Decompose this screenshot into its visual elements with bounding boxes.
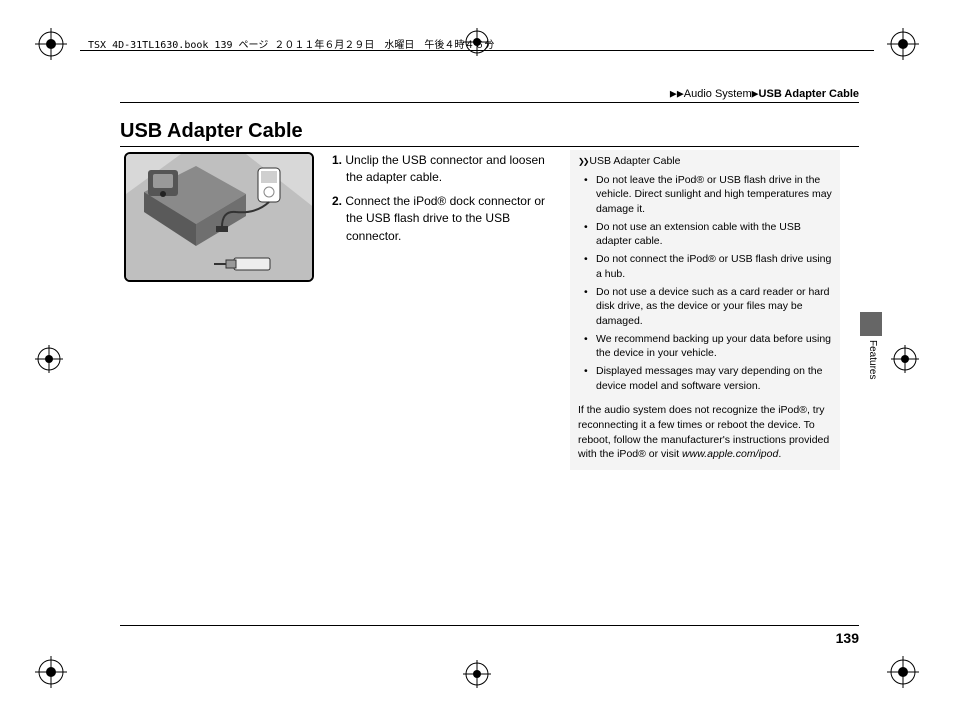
step-number: 1. — [332, 153, 342, 167]
header-metadata-text: TSX 4D-31TL1630.book 139 ページ ２０１１年６月２９日 … — [88, 36, 494, 51]
sidebar-paragraph: If the audio system does not recognize t… — [578, 403, 832, 462]
sidebar-bullet: Do not leave the iPod® or USB flash driv… — [588, 173, 832, 217]
step-item: 2. Connect the iPod® dock connector or t… — [332, 193, 552, 245]
sidebar-bullet: Do not connect the iPod® or USB flash dr… — [588, 252, 832, 281]
sidebar-bullet: Displayed messages may vary depending on… — [588, 364, 832, 393]
step-item: 1. Unclip the USB connector and loosen t… — [332, 152, 552, 187]
breadcrumb-section: Audio System — [684, 88, 752, 100]
notes-sidebar: ❯❯USB Adapter Cable Do not leave the iPo… — [570, 150, 840, 470]
sidebar-para-link: www.apple.com/ipod — [682, 448, 778, 460]
sidebar-bullet-list: Do not leave the iPod® or USB flash driv… — [578, 173, 832, 394]
double-chevron-icon: ❯❯ — [578, 157, 587, 166]
breadcrumb-current: USB Adapter Cable — [759, 88, 859, 100]
breadcrumb: ▶▶Audio System▶USB Adapter Cable — [670, 88, 859, 100]
breadcrumb-rule — [120, 102, 859, 103]
sidebar-bullet: Do not use an extension cable with the U… — [588, 220, 832, 249]
section-tab — [860, 312, 882, 336]
section-title: USB Adapter Cable — [120, 120, 303, 143]
step-text: Connect the iPod® dock connector or the … — [345, 194, 545, 243]
crop-mark-bottom-right — [887, 656, 919, 688]
footer-rule — [120, 625, 859, 626]
sidebar-para-text: . — [778, 448, 781, 460]
sidebar-heading: ❯❯USB Adapter Cable — [578, 154, 832, 169]
crop-mark-mid-bottom — [463, 660, 491, 688]
breadcrumb-arrow-icon: ▶▶ — [670, 89, 684, 99]
sidebar-bullet: Do not use a device such as a card reade… — [588, 285, 832, 329]
page-number: 139 — [836, 630, 859, 646]
title-underline — [120, 146, 859, 147]
step-number: 2. — [332, 194, 342, 208]
crop-mark-mid-left — [35, 345, 63, 373]
step-text: Unclip the USB connector and loosen the … — [345, 153, 544, 184]
crop-mark-mid-right — [891, 345, 919, 373]
sidebar-bullet: We recommend backing up your data before… — [588, 332, 832, 361]
crop-mark-top-right — [887, 28, 919, 60]
illustration-usb-adapter — [124, 152, 314, 282]
crop-mark-top-left — [35, 28, 67, 60]
breadcrumb-arrow-icon: ▶ — [752, 89, 759, 99]
sidebar-heading-text: USB Adapter Cable — [589, 155, 680, 167]
section-tab-label: Features — [867, 340, 878, 379]
crop-mark-bottom-left — [35, 656, 67, 688]
instruction-steps: 1. Unclip the USB connector and loosen t… — [332, 152, 552, 251]
